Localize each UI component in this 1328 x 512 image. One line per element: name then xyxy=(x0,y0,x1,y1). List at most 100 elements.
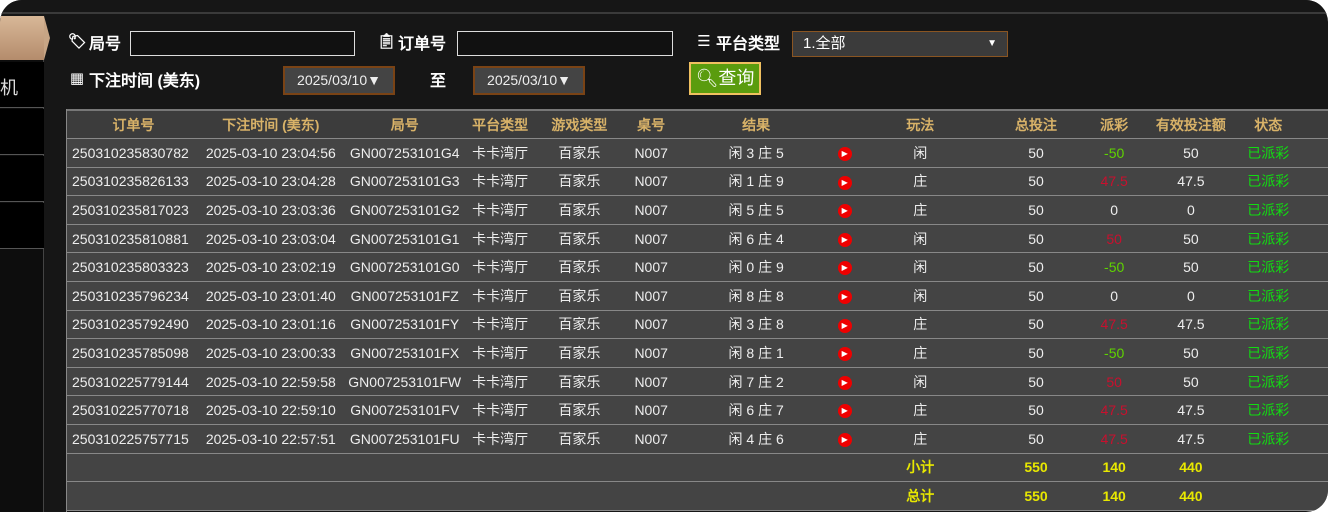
cell-payout: 47.5 xyxy=(1084,167,1144,197)
column-header xyxy=(1298,109,1328,140)
cell-round: GN007253101FV xyxy=(341,395,468,426)
active-pointer xyxy=(44,16,50,60)
play-video-cell: ▶ xyxy=(836,252,854,283)
sidebar-item[interactable]: 机 xyxy=(0,62,44,108)
cell-result: 闲 8 庄 1 xyxy=(676,338,837,368)
play-video-cell: ▶ xyxy=(836,395,854,426)
table-row[interactable]: 250310235792490 2025-03-10 23:01:16 GN0072… xyxy=(67,310,1328,340)
play-icon[interactable]: ▶ xyxy=(837,261,852,276)
cell-empty xyxy=(836,481,854,511)
table-left-border xyxy=(66,109,67,512)
order-input[interactable] xyxy=(457,31,673,56)
cell-empty xyxy=(341,481,468,511)
order-label-text: 订单号 xyxy=(398,36,447,53)
cell-empty xyxy=(67,453,200,483)
cell-empty xyxy=(1298,195,1328,225)
chevron-down-icon: ▼ xyxy=(987,38,997,49)
table-row[interactable]: 250310225757715 2025-03-10 22:57:51 GN0072… xyxy=(67,424,1328,454)
play-icon[interactable]: ▶ xyxy=(837,204,852,219)
date-from-select[interactable]: 2025/03/10▼ xyxy=(283,66,395,95)
cell-game: 百家乐 xyxy=(532,224,627,254)
table-row[interactable]: 250310225770718 2025-03-10 22:59:10 GN0072… xyxy=(67,395,1328,426)
play-video-cell: ▶ xyxy=(836,367,854,397)
play-icon[interactable]: ▶ xyxy=(837,432,852,447)
column-header: 桌号 xyxy=(626,109,677,140)
sidebar-item-active[interactable] xyxy=(0,16,44,60)
subtotal-valid: 440 xyxy=(1143,453,1239,483)
cell-bet: 50 xyxy=(987,310,1085,340)
table-row[interactable]: 250310235785098 2025-03-10 23:00:33 GN0072… xyxy=(67,338,1328,368)
platform-select[interactable]: 1.全部 ▼ xyxy=(792,31,1008,57)
cell-empty xyxy=(341,453,468,483)
cell-status: 已派彩 xyxy=(1238,138,1299,168)
column-header: 平台类型 xyxy=(467,109,533,140)
to-label: 至 xyxy=(430,73,447,90)
play-icon[interactable]: ▶ xyxy=(837,290,852,304)
cell-empty xyxy=(1298,281,1328,311)
cell-empty xyxy=(1298,395,1328,426)
cell-bet: 50 xyxy=(987,395,1085,426)
table-row[interactable]: 250310235796234 2025-03-10 23:01:40 GN0072… xyxy=(67,281,1328,311)
total-label: 总计 xyxy=(853,481,988,511)
cell-time: 2025-03-10 23:02:19 xyxy=(199,252,342,283)
play-icon[interactable]: ▶ xyxy=(837,318,852,333)
cell-payout: 0 xyxy=(1084,195,1144,225)
play-icon[interactable]: ▶ xyxy=(837,175,852,190)
play-icon[interactable]: ▶ xyxy=(837,232,852,247)
play-icon[interactable]: ▶ xyxy=(837,147,852,162)
play-video-cell: ▶ xyxy=(836,281,854,311)
cell-empty xyxy=(467,481,533,511)
search-icon: 🔍︎ xyxy=(695,68,719,88)
cell-empty xyxy=(1298,224,1328,254)
cell-empty xyxy=(532,481,627,511)
table-row[interactable]: 250310235810881 2025-03-10 23:03:04 GN0072… xyxy=(67,224,1328,254)
cell-empty xyxy=(836,453,854,483)
cell-empty xyxy=(676,453,837,483)
total-bet: 550 xyxy=(987,481,1085,511)
sidebar-item[interactable] xyxy=(0,109,44,155)
cell-round: GN007253101FW xyxy=(341,367,468,397)
date-to-select[interactable]: 2025/03/10▼ xyxy=(473,66,585,95)
round-input[interactable] xyxy=(130,31,355,56)
play-video-cell: ▶ xyxy=(836,167,854,197)
table-row[interactable]: 250310225779144 2025-03-10 22:59:58 GN0072… xyxy=(67,367,1328,397)
cell-valid: 47.5 xyxy=(1143,424,1239,454)
cell-play: 庄 xyxy=(853,167,988,197)
table-row[interactable]: 250310235826133 2025-03-10 23:04:28 GN0072… xyxy=(67,167,1328,197)
cell-play: 闲 xyxy=(853,281,988,311)
cell-result: 闲 3 庄 5 xyxy=(676,138,837,168)
cell-game: 百家乐 xyxy=(532,424,627,454)
sidebar-item[interactable] xyxy=(0,203,44,249)
cell-platform: 卡卡湾厅 xyxy=(467,195,533,225)
cell-status: 已派彩 xyxy=(1238,310,1299,340)
cell-table: N007 xyxy=(626,338,677,368)
total-payout: 140 xyxy=(1084,481,1144,511)
cell-result: 闲 6 庄 4 xyxy=(676,224,837,254)
cell-result: 闲 7 庄 2 xyxy=(676,367,837,397)
subtotal-bet: 550 xyxy=(987,453,1085,483)
cell-payout: -50 xyxy=(1084,252,1144,283)
cell-bet: 50 xyxy=(987,138,1085,168)
round-label-text: 局号 xyxy=(89,36,122,53)
cell-platform: 卡卡湾厅 xyxy=(467,338,533,368)
cell-empty xyxy=(1298,138,1328,168)
table-row[interactable]: 250310235817023 2025-03-10 23:03:36 GN0072… xyxy=(67,195,1328,225)
cell-time: 2025-03-10 23:01:40 xyxy=(199,281,342,311)
query-button[interactable]: 🔍︎查询 xyxy=(689,62,761,95)
cell-empty xyxy=(1298,167,1328,197)
play-icon[interactable]: ▶ xyxy=(837,404,852,419)
table-row[interactable]: 250310235803323 2025-03-10 23:02:19 GN0072… xyxy=(67,252,1328,283)
cell-result: 闲 5 庄 5 xyxy=(676,195,837,225)
cell-play: 闲 xyxy=(853,367,988,397)
play-icon[interactable]: ▶ xyxy=(837,375,852,390)
play-icon[interactable]: ▶ xyxy=(837,347,852,362)
cell-play: 庄 xyxy=(853,338,988,368)
cell-status: 已派彩 xyxy=(1238,367,1299,397)
column-header: 派彩 xyxy=(1084,109,1144,140)
table-row[interactable]: 250310235830782 2025-03-10 23:04:56 GN0072… xyxy=(67,138,1328,168)
cell-empty xyxy=(626,481,677,511)
total-row: 总计 550 140 440 xyxy=(67,481,1328,511)
cell-time: 2025-03-10 23:01:16 xyxy=(199,310,342,340)
sidebar-item[interactable] xyxy=(0,156,44,202)
cell-bet: 50 xyxy=(987,281,1085,311)
